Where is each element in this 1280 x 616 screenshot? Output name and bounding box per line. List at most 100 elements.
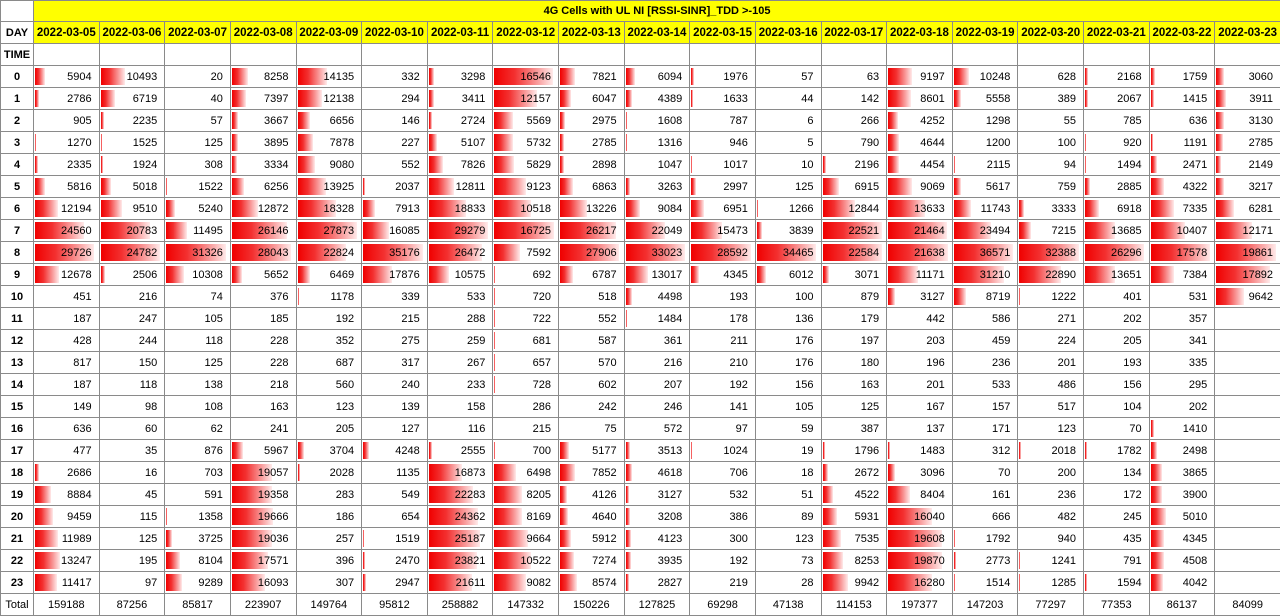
cell-value: 722 (533, 313, 558, 325)
data-cell: 308 (165, 154, 231, 176)
data-cell: 125 (755, 176, 821, 198)
data-cell: 29726 (34, 242, 100, 264)
cell-value: 361 (664, 335, 689, 347)
data-cell: 216 (99, 286, 165, 308)
data-cell: 201 (1018, 352, 1084, 374)
empty-header-cell (690, 44, 756, 66)
data-cell: 202 (1149, 396, 1215, 418)
total-value: 127825 (624, 594, 690, 616)
cell-value: 36571 (980, 247, 1018, 259)
cell-value: 1976 (723, 71, 754, 83)
cell-value: 4042 (1183, 577, 1214, 589)
data-cell: 288 (427, 308, 493, 330)
cell-value: 791 (1123, 555, 1148, 567)
cell-value: 118 (205, 335, 230, 347)
data-cell (1215, 528, 1280, 550)
cell-value: 657 (533, 357, 558, 369)
data-cell: 28043 (230, 242, 296, 264)
data-cell: 817 (34, 352, 100, 374)
cell-value: 16 (145, 467, 164, 479)
date-header: 2022-03-18 (887, 22, 953, 44)
cell-value: 70 (1129, 423, 1148, 435)
cell-value: 700 (533, 445, 558, 457)
data-cell: 3704 (296, 440, 362, 462)
data-cell: 1135 (362, 462, 428, 484)
data-cell: 7384 (1149, 264, 1215, 286)
data-bar (35, 486, 51, 503)
cell-value: 9664 (527, 533, 558, 545)
empty-header-cell (1018, 44, 1084, 66)
data-bar (166, 266, 184, 283)
date-header: 2022-03-12 (493, 22, 559, 44)
cell-value: 28043 (258, 247, 296, 259)
cell-value: 332 (401, 71, 426, 83)
data-cell: 286 (493, 396, 559, 418)
data-cell: 1976 (690, 66, 756, 88)
cell-value: 442 (926, 313, 951, 325)
data-cell: 692 (493, 264, 559, 286)
data-cell: 257 (296, 528, 362, 550)
cell-value: 1525 (133, 137, 164, 149)
data-bar (494, 442, 495, 459)
data-cell: 31210 (952, 264, 1018, 286)
data-bar (494, 288, 495, 305)
data-bar (1085, 156, 1086, 173)
date-header: 2022-03-14 (624, 22, 690, 44)
data-cell: 6256 (230, 176, 296, 198)
cell-value: 317 (401, 357, 426, 369)
data-cell: 26472 (427, 242, 493, 264)
cell-value: 150 (139, 357, 164, 369)
hour-label: 8 (1, 242, 34, 264)
data-cell: 156 (1084, 374, 1150, 396)
cell-value: 3725 (198, 533, 229, 545)
data-cell: 549 (362, 484, 428, 506)
data-cell: 26296 (1084, 242, 1150, 264)
data-cell: 11417 (34, 572, 100, 594)
data-cell: 75 (559, 418, 625, 440)
data-bar (166, 222, 187, 239)
data-cell: 125 (165, 352, 231, 374)
data-cell: 4618 (624, 462, 690, 484)
data-cell: 94 (1018, 154, 1084, 176)
data-bar (626, 288, 632, 305)
data-cell: 19870 (887, 550, 953, 572)
data-cell: 203 (887, 330, 953, 352)
data-bar (560, 508, 568, 525)
cell-value: 905 (73, 115, 98, 127)
data-bar (560, 112, 565, 129)
data-cell: 1047 (624, 154, 690, 176)
data-bar (691, 90, 692, 107)
data-bar (363, 266, 392, 283)
data-cell: 192 (690, 374, 756, 396)
data-cell: 233 (427, 374, 493, 396)
total-value: 114153 (821, 594, 887, 616)
data-cell (1215, 374, 1280, 396)
cell-value: 29279 (455, 225, 493, 237)
data-cell: 7535 (821, 528, 887, 550)
data-cell: 7852 (559, 462, 625, 484)
data-cell: 905 (34, 110, 100, 132)
cell-value: 3071 (855, 269, 886, 281)
cell-value: 16873 (455, 467, 493, 479)
data-cell: 176 (755, 330, 821, 352)
date-header: 2022-03-07 (165, 22, 231, 44)
cell-value: 259 (467, 335, 492, 347)
data-cell: 18 (755, 462, 821, 484)
cell-value: 3895 (264, 137, 295, 149)
cell-value: 20 (211, 71, 230, 83)
data-cell: 920 (1084, 132, 1150, 154)
cell-value: 27906 (586, 247, 624, 259)
cell-value: 236 (1058, 489, 1083, 501)
cell-value: 19 (801, 445, 820, 457)
data-cell: 787 (690, 110, 756, 132)
data-cell: 26146 (230, 220, 296, 242)
data-bar (494, 244, 520, 261)
cell-value: 486 (1058, 379, 1083, 391)
data-cell: 681 (493, 330, 559, 352)
data-cell: 246 (624, 396, 690, 418)
total-value: 149764 (296, 594, 362, 616)
data-bar (626, 442, 631, 459)
data-cell: 18328 (296, 198, 362, 220)
cell-value: 572 (664, 423, 689, 435)
data-bar (363, 574, 366, 591)
